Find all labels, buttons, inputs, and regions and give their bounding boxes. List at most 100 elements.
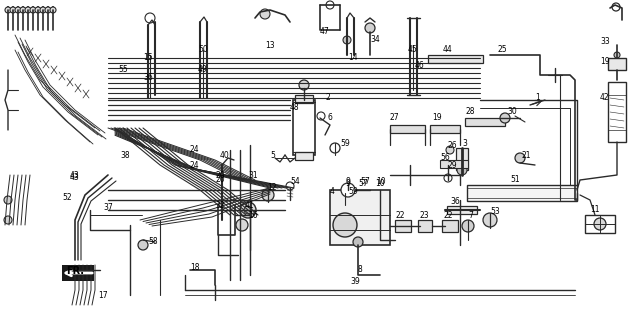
Text: 20: 20 bbox=[215, 176, 225, 184]
Text: 57: 57 bbox=[360, 178, 370, 186]
Text: 55: 55 bbox=[118, 66, 128, 74]
Circle shape bbox=[341, 183, 355, 197]
Text: 43: 43 bbox=[70, 171, 80, 179]
Text: 23: 23 bbox=[420, 210, 429, 219]
Circle shape bbox=[594, 218, 606, 230]
Circle shape bbox=[262, 189, 274, 201]
Text: 41: 41 bbox=[245, 200, 255, 210]
Text: 36: 36 bbox=[143, 74, 153, 82]
Text: 17: 17 bbox=[98, 290, 108, 300]
Bar bbox=[330, 190, 390, 245]
Text: 8: 8 bbox=[358, 266, 363, 275]
Text: 20: 20 bbox=[215, 171, 225, 179]
Circle shape bbox=[25, 7, 31, 13]
Text: 44: 44 bbox=[443, 46, 452, 55]
Text: 24: 24 bbox=[190, 160, 200, 170]
Circle shape bbox=[446, 146, 454, 154]
Text: 33: 33 bbox=[600, 37, 610, 47]
Text: 27: 27 bbox=[390, 113, 399, 122]
Circle shape bbox=[30, 7, 36, 13]
Text: 7: 7 bbox=[468, 210, 473, 219]
Circle shape bbox=[35, 7, 41, 13]
Bar bbox=[465, 118, 505, 126]
Bar bbox=[442, 220, 458, 232]
Bar bbox=[608, 58, 626, 70]
Circle shape bbox=[240, 202, 256, 218]
Text: 53: 53 bbox=[490, 208, 500, 217]
Bar bbox=[295, 152, 313, 160]
Text: 43: 43 bbox=[70, 173, 80, 183]
Circle shape bbox=[340, 193, 350, 203]
Text: 6: 6 bbox=[328, 113, 333, 122]
Text: 10: 10 bbox=[375, 178, 385, 187]
Circle shape bbox=[343, 36, 351, 44]
Text: 58: 58 bbox=[148, 237, 157, 247]
Bar bbox=[608, 82, 626, 142]
Text: 31: 31 bbox=[248, 171, 258, 179]
Bar bbox=[585, 215, 615, 233]
Bar bbox=[440, 160, 468, 168]
Text: 21: 21 bbox=[522, 151, 531, 159]
Text: 10: 10 bbox=[376, 178, 386, 186]
Text: 2: 2 bbox=[325, 94, 330, 102]
Text: 11: 11 bbox=[590, 205, 600, 215]
Bar bbox=[418, 220, 432, 232]
Text: 40: 40 bbox=[220, 151, 230, 159]
Text: 51: 51 bbox=[510, 176, 520, 184]
Text: 16: 16 bbox=[248, 210, 258, 219]
Text: 9: 9 bbox=[345, 178, 350, 186]
Bar bbox=[295, 95, 313, 103]
Text: 45: 45 bbox=[408, 46, 418, 55]
Text: 22: 22 bbox=[395, 210, 404, 219]
Text: 59: 59 bbox=[340, 139, 349, 147]
Text: 46: 46 bbox=[415, 61, 425, 69]
Text: 9: 9 bbox=[345, 178, 350, 187]
Circle shape bbox=[145, 13, 155, 23]
Text: 37: 37 bbox=[103, 204, 113, 212]
Circle shape bbox=[40, 7, 46, 13]
Text: 28: 28 bbox=[465, 107, 474, 117]
Text: 19: 19 bbox=[432, 113, 442, 122]
Circle shape bbox=[15, 7, 21, 13]
Bar bbox=[430, 125, 460, 133]
Circle shape bbox=[515, 153, 525, 163]
Circle shape bbox=[612, 3, 620, 11]
Circle shape bbox=[20, 7, 26, 13]
Text: 24: 24 bbox=[190, 146, 200, 154]
Text: FR.: FR. bbox=[66, 266, 84, 276]
Circle shape bbox=[483, 213, 497, 227]
Circle shape bbox=[457, 165, 467, 175]
Circle shape bbox=[244, 206, 252, 214]
Circle shape bbox=[333, 213, 357, 237]
Bar bbox=[447, 206, 477, 214]
Text: 52: 52 bbox=[62, 193, 72, 203]
Bar bbox=[390, 125, 425, 133]
Text: 36: 36 bbox=[450, 197, 460, 206]
Text: 48: 48 bbox=[290, 103, 300, 113]
Circle shape bbox=[45, 7, 51, 13]
Text: 50: 50 bbox=[198, 46, 208, 55]
Circle shape bbox=[326, 1, 334, 9]
Bar bbox=[293, 100, 315, 155]
Circle shape bbox=[317, 112, 325, 120]
Circle shape bbox=[10, 7, 16, 13]
Text: 18: 18 bbox=[190, 263, 200, 273]
Text: 30: 30 bbox=[507, 107, 516, 117]
Bar bbox=[467, 185, 577, 201]
Circle shape bbox=[330, 143, 340, 153]
Text: 13: 13 bbox=[265, 41, 275, 49]
Circle shape bbox=[614, 52, 620, 58]
Circle shape bbox=[4, 216, 12, 224]
Text: 56: 56 bbox=[440, 153, 450, 163]
Bar bbox=[428, 55, 483, 63]
Circle shape bbox=[353, 237, 363, 247]
Text: 47: 47 bbox=[320, 28, 330, 36]
Text: 14: 14 bbox=[348, 54, 358, 62]
Text: 49: 49 bbox=[198, 66, 208, 74]
Circle shape bbox=[5, 7, 11, 13]
Circle shape bbox=[365, 23, 375, 33]
Circle shape bbox=[299, 80, 309, 90]
Circle shape bbox=[4, 196, 12, 204]
Bar bbox=[62, 265, 94, 281]
Circle shape bbox=[462, 220, 474, 232]
